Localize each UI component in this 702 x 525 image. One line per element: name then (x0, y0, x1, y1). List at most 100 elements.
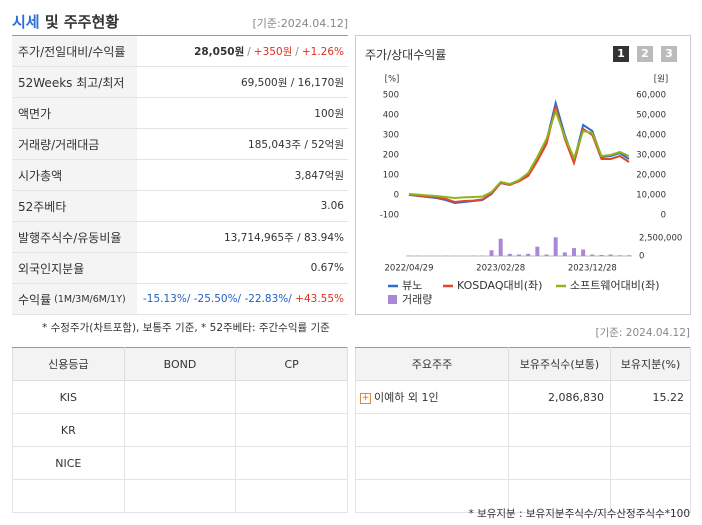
return: -22.83%/ (244, 293, 292, 305)
legend-swatch (388, 295, 397, 304)
legend-label: 거래량 (402, 293, 432, 306)
x-tick-label: 2023/02/28 (476, 264, 525, 274)
agency: KIS (12, 380, 125, 414)
title-part: 및 주주현황 (44, 13, 120, 31)
tab[interactable]: 2 (637, 46, 653, 62)
label: 52주베타 (12, 191, 137, 221)
volume-bar (608, 254, 613, 256)
x-tick-label: 2023/12/28 (568, 264, 617, 274)
y-axis-label: [%] (385, 75, 400, 85)
volume-bar (562, 252, 567, 256)
label: 발행주식수/유동비율 (12, 222, 137, 252)
shares: 2,086,830 (508, 380, 611, 414)
row: 52Weeks 최고/최저 69,500원 / 16,170원 (12, 67, 348, 98)
change: +350원 (253, 45, 293, 58)
chart: [%] [원] 500 400 300 200 100 0 -100 60,000 50,000 40… (380, 75, 683, 307)
sep: / (247, 45, 251, 58)
legend-label: KOSDAQ대비(좌) (457, 279, 542, 292)
summary-table: 주가/전일대비/수익률 28,050원 / +350원 / +1.26% 52Weeks … (12, 35, 348, 315)
sep: / (295, 45, 299, 58)
chart-title: 주가/상대수익률 (365, 48, 447, 62)
label: 수익률 (1M/3M/6M/1Y) (12, 284, 137, 314)
col-header: BOND (123, 347, 237, 381)
legend-label: 소프트웨어대비(좌) (570, 279, 660, 292)
return: -15.13%/ (143, 293, 191, 305)
volume-bar (544, 254, 549, 256)
row: 52주베타 3.06 (12, 191, 348, 222)
value: 13,714,965주 / 83.94% (223, 231, 344, 244)
volume-bar (517, 254, 521, 256)
y-tick-label: 100 (383, 171, 399, 181)
note: * 보유지분 : 보유지분주식수/지수산정주식수*100 (468, 508, 690, 520)
holder-cell: + 이예하 외 1인 (355, 380, 509, 414)
value: 69,500원 / 16,170원 (240, 76, 344, 89)
col-header: 보유주식수(보통) (508, 347, 611, 381)
volume-bar (581, 249, 586, 256)
tab[interactable]: 3 (661, 46, 677, 62)
volume-bar (617, 255, 622, 256)
value: 0.67% (310, 262, 344, 274)
expand-icon[interactable]: + (360, 392, 371, 404)
y-tick-label: 0 (394, 191, 399, 201)
label: 주가/전일대비/수익률 (12, 36, 137, 66)
label: 시가총액 (12, 160, 137, 190)
legend-label: 뷰노 (402, 279, 422, 292)
x-tick-label: 2022/04/29 (385, 264, 434, 274)
volume-bar (489, 250, 494, 256)
volume-bar (553, 237, 558, 256)
value: 185,043주 / 52억원 (248, 138, 344, 151)
y2-tick-label: 10,000 (636, 191, 666, 201)
row: 주가/전일대비/수익률 28,050원 / +350원 / +1.26% (12, 36, 348, 67)
row: 거래량/거래대금 185,043주 / 52억원 (12, 129, 348, 160)
volume-bar (627, 255, 631, 256)
label-text: 수익률 (18, 292, 52, 307)
value: 3,847억원 (294, 169, 344, 182)
volume-bar (590, 254, 595, 256)
label: 52Weeks 최고/최저 (12, 67, 137, 97)
return: -25.50%/ (193, 293, 242, 305)
label: 외국인지분율 (12, 253, 137, 283)
label: 거래량/거래대금 (12, 129, 137, 159)
title-part: 시세 (12, 13, 40, 31)
page-title: 시세 및 주주현황 (12, 11, 119, 32)
col-header: CP (235, 347, 348, 381)
y2-tick-label: 0 (661, 211, 666, 221)
return: +43.55% (295, 293, 344, 305)
holder-table: 주요주주 보유주식수(보통) 보유지분(%) + 이예하 외 1인 2,086,830 1… (355, 347, 691, 513)
rate: +1.26% (301, 45, 344, 58)
volume-bar (599, 254, 604, 256)
col-header: 보유지분(%) (610, 347, 691, 381)
base-date: [기준: 2024.04.12] (595, 327, 690, 339)
volume-bar (507, 253, 512, 256)
series-line (408, 107, 630, 200)
value: 3.06 (320, 200, 344, 212)
value: -15.13%/ -25.50%/ -22.83%/ +43.55% (137, 293, 348, 305)
row: 수익률 (1M/3M/6M/1Y) -15.13%/ -25.50%/ -22.83… (12, 284, 348, 315)
holder-name[interactable]: 이예하 외 1인 (374, 391, 439, 404)
y2-tick-label: 50,000 (636, 111, 666, 121)
row: 외국인지분율 0.67% (12, 253, 348, 284)
volume-tick-label: 0 (639, 252, 644, 262)
credit-table: 신용등급 BOND CP KIS KR NICE (12, 347, 348, 513)
row: 액면가 100원 (12, 98, 348, 129)
label: 액면가 (12, 98, 137, 128)
base-date: [기준:2024.04.12] (252, 17, 348, 30)
y-tick-label: 400 (383, 111, 399, 121)
volume-bar (526, 253, 531, 256)
y-tick-label: 500 (383, 91, 399, 101)
col-header: 신용등급 (12, 347, 125, 381)
y2-axis-label: [원] (654, 75, 668, 85)
note: * 수정주가(차트포함), 보통주 기준, * 52주베타: 주간수익률 기준 (42, 322, 330, 334)
volume-bar (535, 246, 540, 256)
y-tick-label: 200 (383, 151, 399, 161)
volume-bar (572, 248, 576, 256)
chart-area: [%] [원] 500 400 300 200 100 0 -100 60,000 50,000 40… (380, 75, 683, 307)
tab[interactable]: 1 (613, 46, 629, 62)
agency: KR (12, 413, 125, 447)
row: 발행주식수/유동비율 13,714,965주 / 83.94% (12, 222, 348, 253)
row: 시가총액 3,847억원 (12, 160, 348, 191)
y2-tick-label: 20,000 (636, 171, 666, 181)
stake: 15.22 (610, 380, 691, 414)
y2-tick-label: 60,000 (636, 91, 666, 101)
